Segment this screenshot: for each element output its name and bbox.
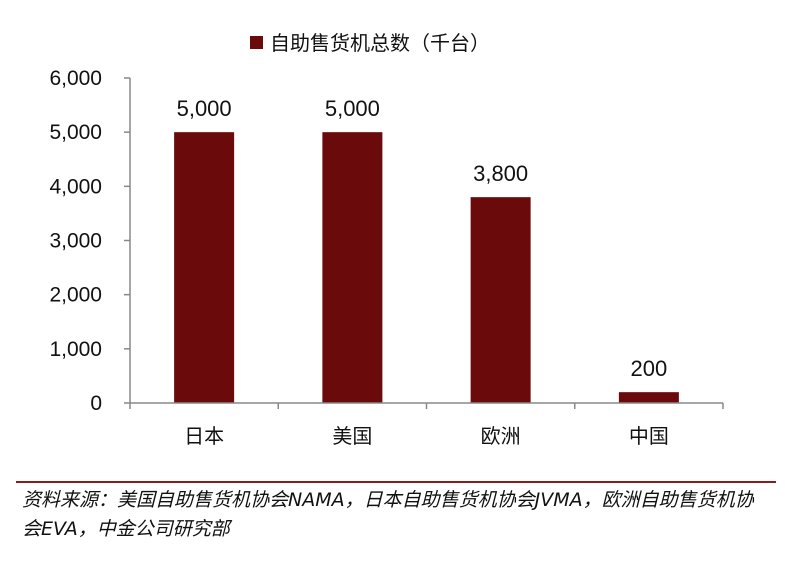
x-category-label: 中国	[629, 424, 669, 448]
bar-chart: 自助售货机总数（千台） 0 1,000 2,000 3,000 4,000 5,000 6,…	[49, 31, 724, 448]
y-tick-label: 2,000	[49, 284, 102, 307]
legend-label: 自助售货机总数（千台）	[270, 31, 490, 55]
x-category-label: 欧洲	[481, 424, 521, 448]
y-axis: 0 1,000 2,000 3,000 4,000 5,000 6,000	[49, 67, 131, 415]
x-category-label: 日本	[184, 424, 224, 448]
source-divider	[16, 481, 776, 483]
bar	[322, 132, 383, 403]
y-tick-label: 6,000	[49, 67, 102, 90]
x-axis: 日本 美国 欧洲 中国	[129, 402, 724, 448]
y-tick-label: 0	[90, 392, 102, 415]
bar-value-label: 3,800	[473, 161, 528, 186]
bar	[174, 132, 235, 403]
y-tick-label: 5,000	[49, 121, 102, 144]
bar-value-label: 5,000	[177, 96, 232, 121]
source-note: 资料来源：美国自助售货机协会NAMA，日本自助售货机协会JVMA，欧洲自助售货机…	[22, 489, 754, 540]
chart-legend: 自助售货机总数（千台）	[250, 31, 490, 55]
x-category-label: 美国	[332, 424, 372, 448]
y-tick-label: 4,000	[49, 175, 102, 198]
bars	[174, 132, 679, 403]
y-tick-label: 1,000	[49, 338, 102, 361]
bar	[470, 197, 531, 403]
data-labels: 5,000 5,000 3,800 200	[177, 96, 668, 381]
bar	[618, 392, 679, 403]
bar-value-label: 5,000	[325, 96, 380, 121]
bar-value-label: 200	[631, 356, 668, 381]
y-tick-label: 3,000	[49, 230, 102, 253]
legend-swatch	[250, 36, 263, 49]
